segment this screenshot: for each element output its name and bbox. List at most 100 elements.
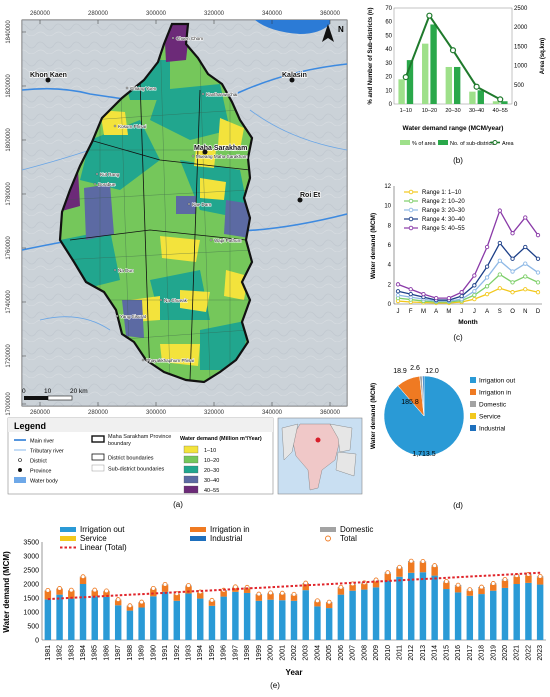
chart-e-xtick: 1999	[256, 645, 263, 661]
map-left-tick: 1780000	[6, 182, 12, 206]
chart-e-xtick: 1996	[221, 645, 228, 661]
chart-d-legend-swatch	[470, 401, 476, 407]
map-place-label: Kut Rang	[100, 172, 120, 177]
chart-c-legend-label: Range 3: 20–30	[422, 208, 465, 214]
map-bottom-tick: 360000	[320, 410, 341, 416]
chart-b-legend-label: Area	[502, 141, 515, 147]
chart-e-bar-segment	[314, 606, 320, 640]
legend-range-label: 30–40	[204, 478, 219, 484]
chart-e-xtick: 2022	[525, 645, 532, 661]
chart-e-total-point	[339, 585, 343, 589]
chart-c-point	[485, 276, 488, 279]
legend-range-label: 1–10	[204, 448, 216, 454]
chart-d-legend-swatch	[470, 413, 476, 419]
chart-b-ytick: 60	[385, 20, 392, 26]
chart-b-ytick-right: 1000	[514, 64, 528, 70]
map-bottom-tick: 320000	[204, 410, 225, 416]
chart-c-point	[524, 216, 527, 219]
chart-e-total-point	[327, 600, 331, 604]
chart-e-total-point	[151, 586, 155, 590]
chart-d-label: 1,713.5	[412, 451, 435, 458]
map-place-label: Borabue	[98, 182, 116, 187]
chart-c-point	[511, 232, 514, 235]
chart-e-total-point	[116, 598, 120, 602]
map-place-label: Chuen Chom	[176, 36, 203, 41]
chart-e-total-point	[433, 564, 437, 568]
chart-e-bar-segment	[467, 596, 473, 640]
chart-e-ytick: 3500	[23, 540, 39, 547]
chart-b-ytick: 20	[385, 75, 392, 81]
chart-e-bar-segment	[115, 605, 121, 640]
chart-b-area-point	[403, 75, 408, 80]
chart-b-ytick-right: 0	[514, 102, 518, 108]
chart-e-legend-label: Irrigation out	[80, 525, 125, 534]
district-marker	[202, 93, 204, 95]
chart-e-xlabel: Year	[286, 668, 303, 677]
chart-b-area-point	[451, 48, 456, 53]
chart-e-bar-segment	[408, 562, 414, 573]
chart-c-point	[460, 291, 463, 294]
chart-e-xtick: 2008	[361, 645, 368, 661]
legend-water-body: Water body	[30, 479, 58, 485]
chart-b-xlabel: Water demand range (MCM/year)	[403, 125, 504, 132]
chart-e-ytick: 2500	[23, 568, 39, 575]
chart-e-xtick: 2016	[455, 645, 462, 661]
chart-e-total-point	[409, 559, 413, 563]
chart-e-xtick: 2019	[490, 645, 497, 661]
legend-range-label: 10–20	[204, 458, 219, 464]
chart-e-legend-swatch	[60, 536, 76, 541]
chart-e-bar-segment	[197, 599, 203, 640]
chart-e-xtick: 2013	[420, 645, 427, 661]
map-top-tick: 280000	[88, 11, 109, 17]
chart-e-ytick: 0	[35, 638, 39, 645]
chart-b-ylabel-right: Area (sq.km)	[540, 38, 546, 74]
province-marker-kalasin	[290, 78, 295, 83]
chart-c-legend-label: Range 5: 40–55	[422, 226, 465, 232]
chart-b-legend-swatch	[438, 140, 448, 145]
map-top-tick: 340000	[262, 11, 283, 17]
chart-d-label: 18.9	[393, 368, 407, 375]
chart-e-total-point	[163, 582, 167, 586]
map-bottom-tick: 300000	[146, 410, 167, 416]
chart-c-xtick: M	[421, 309, 426, 315]
chart-e-total-point	[46, 588, 50, 592]
map-left-tick: 1840000	[6, 20, 12, 44]
map-place-label: Maha Sarakham	[194, 145, 247, 152]
chart-e-bar-segment	[56, 595, 62, 640]
chart-c-xlabel: Month	[458, 319, 478, 326]
chart-c-point	[396, 293, 399, 296]
chart-e-bar-segment	[45, 599, 51, 640]
chart-e-total-point	[421, 559, 425, 563]
chart-e-xtick: 1987	[115, 645, 122, 661]
chart-e-xtick: 1986	[103, 645, 110, 661]
map-bottom-tick: 280000	[88, 410, 109, 416]
chart-e-legend-swatch	[320, 527, 336, 532]
chart-c-point	[473, 284, 476, 287]
chart-c-ytick: 6	[388, 243, 392, 249]
chart-c-point	[524, 288, 527, 291]
chart-e-total-point	[140, 600, 144, 604]
chart-e-xtick: 2020	[502, 645, 509, 661]
chart-c-point	[524, 275, 527, 278]
chart-b-legend-label: No. of sub-districts	[450, 141, 496, 147]
chart-e-bar-segment	[420, 572, 426, 640]
chart-e-bar-segment	[232, 592, 238, 640]
legend-main-river: Main river	[30, 439, 54, 445]
chart-e-bar-segment	[478, 594, 484, 640]
chart-e-bar-segment	[185, 594, 191, 640]
chart-c-point	[396, 283, 399, 286]
chart-e-total-point	[538, 574, 542, 578]
chart-e-xtick: 1991	[162, 645, 169, 661]
legend-range-swatch	[184, 456, 198, 463]
map-place-label: Na Dun	[118, 268, 134, 273]
chart-e-bar-segment	[431, 567, 437, 576]
chart-c-xtick: D	[536, 309, 541, 315]
chart-e-bar-segment	[513, 584, 519, 640]
chart-e-ylabel: Water demand (MCM)	[2, 551, 11, 633]
chart-e-xtick: 1990	[150, 645, 157, 661]
chart-e-xtick: 2010	[385, 645, 392, 661]
legend-district-boundaries: District boundaries	[108, 456, 154, 462]
district-marker	[126, 87, 128, 89]
chart-c-point	[511, 270, 514, 273]
chart-e-legend-swatch	[60, 527, 76, 532]
